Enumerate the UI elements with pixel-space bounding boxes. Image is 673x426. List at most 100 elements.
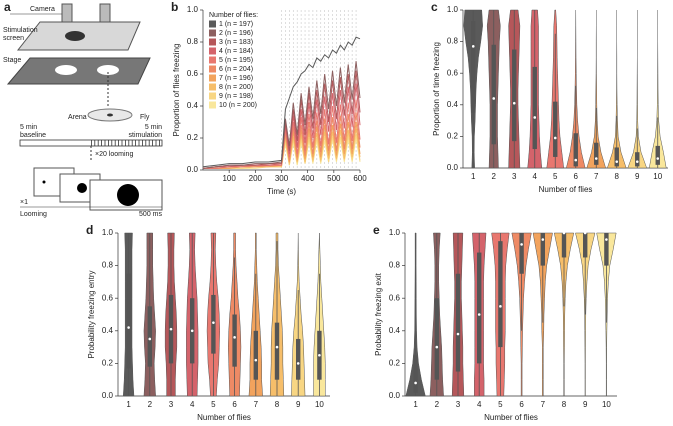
- panel: b 0.0 0.2 0.4 0.6 0.8 1.0 Proportion of flies f…: [171, 0, 367, 196]
- fly: [107, 113, 113, 117]
- series-line: [203, 112, 361, 169]
- x-tick-label: 7: [594, 172, 599, 181]
- x-tick-label: 2: [148, 400, 153, 409]
- panel-label: c: [431, 0, 438, 14]
- median: [615, 160, 619, 163]
- median: [553, 136, 557, 140]
- y-tick-label: 0.8: [447, 37, 459, 46]
- y-tick-label: 0.0: [447, 163, 459, 172]
- iqr-box: [274, 322, 280, 380]
- panel: d 0.0 0.2 0.4 0.6 0.8 1.0 Probability freezing …: [86, 223, 330, 422]
- stage-plate: [6, 57, 151, 85]
- median: [456, 332, 460, 336]
- iqr-box: [477, 252, 482, 364]
- median: [190, 329, 194, 333]
- x-tick-label: 8: [275, 400, 280, 409]
- series-line: [202, 61, 361, 169]
- y-axis-label: Proportion of flies freezing: [172, 44, 181, 137]
- label: baseline: [20, 132, 46, 139]
- y-tick-label: 0.6: [389, 293, 401, 302]
- x-tick-label: 1: [471, 172, 476, 181]
- median: [254, 358, 258, 362]
- y-tick-label: 0.0: [187, 165, 199, 174]
- x-tick-label: 5: [211, 400, 216, 409]
- median: [562, 231, 566, 235]
- median: [541, 238, 545, 241]
- median: [499, 305, 502, 308]
- median: [492, 97, 496, 100]
- y-tick-label: 0.2: [389, 359, 401, 368]
- x-tick-label: 100: [222, 174, 236, 183]
- y-tick-label: 0.8: [102, 261, 114, 270]
- y-axis-label: Proportion of time freezing: [432, 42, 441, 136]
- camera-right: [99, 3, 111, 23]
- x-tick-label: 5: [498, 400, 503, 409]
- iqr-box: [655, 145, 660, 165]
- x-tick-label: 7: [541, 400, 546, 409]
- y-tick-label: 0.4: [389, 326, 401, 335]
- x-tick-label: 5: [553, 172, 558, 181]
- x-tick-label: 200: [249, 174, 263, 183]
- legend-entry: 10 (n = 200): [219, 102, 257, 109]
- y-tick-label: 1.0: [389, 228, 401, 237]
- stage-hole: [97, 65, 119, 75]
- iqr-box: [583, 233, 588, 258]
- x-tick-label: 10: [315, 400, 324, 409]
- median: [169, 327, 173, 331]
- iqr-box: [434, 298, 439, 380]
- iqr-box: [604, 233, 609, 266]
- setup-diagram: a Camera Stimulation screen Stage Arena …: [3, 0, 163, 218]
- panel-label: b: [171, 0, 178, 14]
- legend-entry: 8 (n = 200): [219, 84, 253, 91]
- violin: [648, 10, 667, 169]
- y-axis-label: Probability freezing entry: [87, 270, 96, 358]
- x-tick-label: 6: [232, 400, 237, 409]
- iqr-box: [561, 233, 567, 258]
- median: [605, 238, 608, 241]
- legend-entry: 5 (n = 195): [219, 57, 253, 64]
- iqr-box: [413, 355, 418, 393]
- x-tick-label: 6: [574, 172, 579, 181]
- x-axis-label: Number of flies: [539, 185, 593, 194]
- y-tick-label: 0.6: [187, 69, 199, 78]
- x-tick-label: 1: [413, 400, 418, 409]
- x-tick-label: 6: [519, 400, 524, 409]
- iqr-box: [553, 101, 558, 157]
- y-tick-label: 0.8: [187, 37, 199, 46]
- y-tick-label: 0.0: [102, 391, 114, 400]
- y-tick-label: 0.4: [187, 101, 199, 110]
- label: ×1: [20, 199, 28, 206]
- median: [233, 336, 236, 339]
- label: Fly: [140, 114, 150, 121]
- median: [635, 160, 639, 163]
- median: [656, 157, 660, 160]
- legend-swatch: [209, 92, 216, 100]
- label: Stage: [3, 57, 21, 64]
- median: [148, 337, 152, 341]
- x-axis-label: Number of flies: [197, 413, 251, 422]
- median: [435, 345, 439, 349]
- y-tick-label: 0.8: [389, 261, 401, 270]
- iqr-box: [512, 49, 517, 142]
- series-line: [202, 83, 361, 169]
- label: 5 min: [20, 124, 37, 131]
- legend-swatch: [209, 83, 216, 91]
- iqr-box: [498, 241, 503, 348]
- panel-label: e: [373, 223, 380, 237]
- y-tick-label: 0.6: [447, 68, 459, 77]
- iqr-box: [296, 338, 301, 380]
- label: stimulation: [129, 132, 163, 139]
- y-tick-label: 0.4: [102, 326, 114, 335]
- legend-swatch: [209, 29, 216, 37]
- iqr-box: [147, 306, 152, 367]
- y-tick-label: 0.2: [102, 359, 114, 368]
- panel: e 0.0 0.2 0.4 0.6 0.8 1.0 Probability freezing …: [373, 223, 617, 422]
- legend-entry: 9 (n = 198): [219, 93, 253, 100]
- label: Camera: [30, 6, 55, 13]
- median: [212, 321, 215, 324]
- median: [594, 157, 598, 160]
- x-tick-label: 10: [653, 172, 662, 181]
- x-tick-label: 10: [602, 400, 611, 409]
- violin: [627, 10, 648, 169]
